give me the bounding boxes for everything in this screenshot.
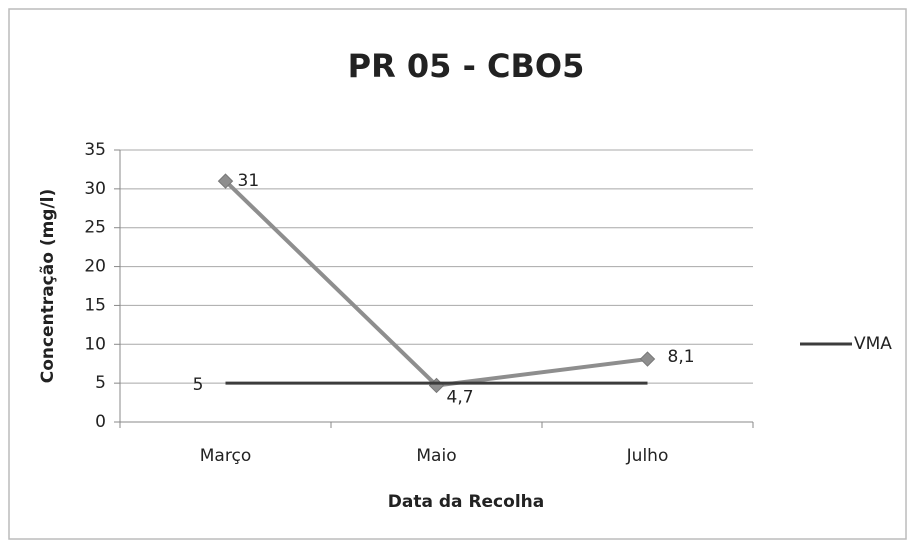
data-label: 4,7: [447, 387, 474, 407]
point-marker: [217, 173, 234, 189]
y-tick-label: 10: [84, 334, 106, 354]
chart-frame: [8, 8, 907, 540]
data-label: 8,1: [668, 347, 695, 367]
y-tick-label: 25: [84, 218, 106, 238]
legend-label: VMA: [854, 334, 892, 354]
point-marker: [639, 351, 656, 367]
y-tick-label: 15: [84, 295, 106, 315]
data-label: 5: [193, 375, 204, 395]
data-label: 31: [238, 171, 260, 191]
y-tick-label: 30: [84, 179, 106, 199]
y-tick-label: 20: [84, 257, 106, 277]
chart-title: PR 05 - CBO5: [348, 47, 585, 85]
x-tick-label: Julho: [626, 446, 669, 466]
y-tick-label: 0: [95, 412, 106, 432]
x-axis-title: Data da Recolha: [388, 492, 544, 512]
y-axis-title: Concentração (mg/l): [38, 189, 58, 384]
x-tick-label: Março: [200, 446, 251, 466]
x-tick-label: Maio: [416, 446, 456, 466]
y-tick-label: 35: [84, 140, 106, 160]
y-tick-label: 5: [95, 373, 106, 393]
